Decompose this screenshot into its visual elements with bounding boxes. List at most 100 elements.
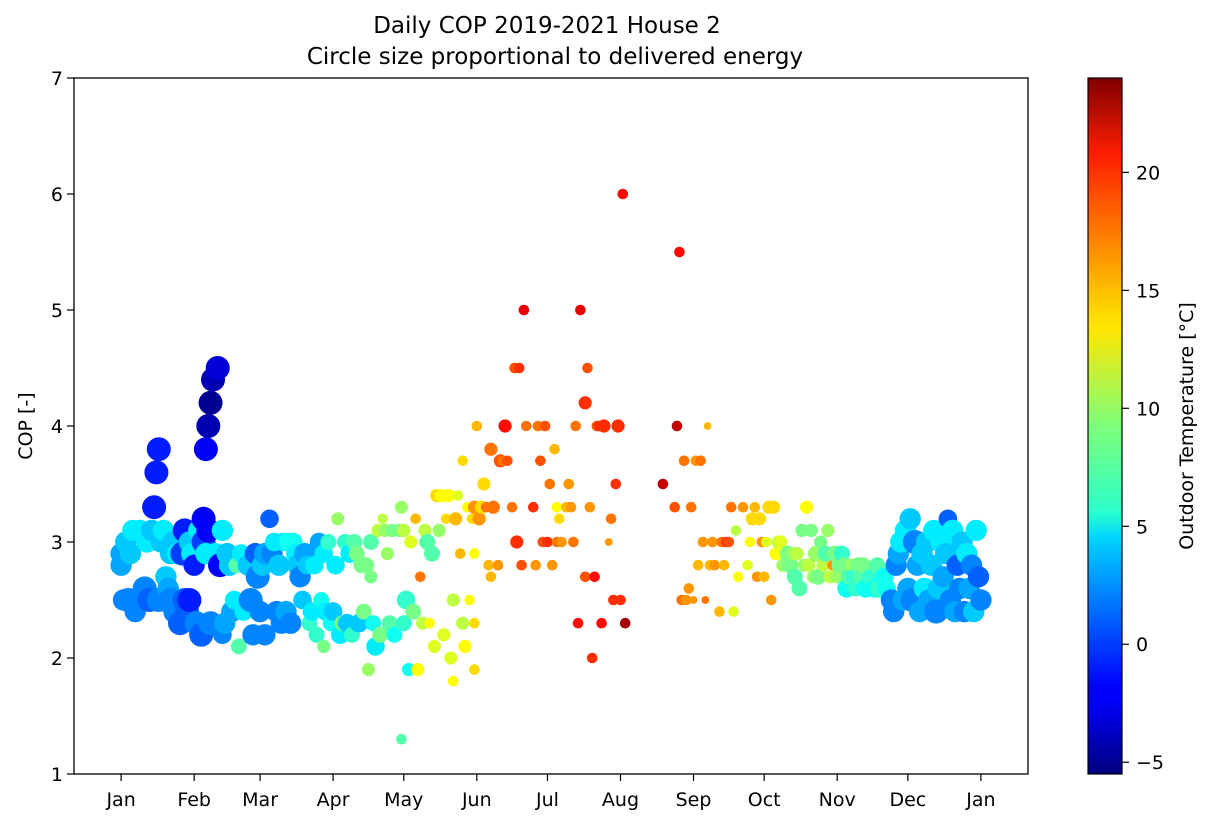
data-point-205 bbox=[568, 536, 579, 548]
data-point-223 bbox=[611, 419, 625, 433]
data-point-208 bbox=[575, 304, 586, 316]
data-point-334 bbox=[932, 566, 954, 588]
data-point-233 bbox=[681, 594, 692, 606]
data-point-138 bbox=[415, 571, 426, 583]
data-point-201 bbox=[556, 536, 567, 548]
data-point-214 bbox=[589, 571, 600, 583]
data-point-268 bbox=[769, 547, 783, 561]
data-point-168 bbox=[472, 512, 486, 526]
data-point-285 bbox=[810, 568, 827, 585]
x-tick-label: Aug bbox=[602, 789, 639, 811]
data-point-250 bbox=[723, 536, 735, 548]
data-point-209 bbox=[579, 571, 591, 583]
data-point-217 bbox=[596, 617, 607, 629]
data-point-15 bbox=[144, 460, 169, 485]
data-point-226 bbox=[619, 617, 631, 629]
data-point-206 bbox=[570, 420, 581, 432]
data-point-137 bbox=[411, 663, 425, 677]
colorbar-label: Outdoor Temperature [°C] bbox=[1176, 302, 1198, 550]
data-point-5 bbox=[119, 542, 142, 565]
data-point-95 bbox=[317, 639, 331, 654]
data-point-255 bbox=[737, 501, 749, 513]
data-point-207 bbox=[572, 617, 584, 629]
y-tick-label: 3 bbox=[51, 532, 63, 554]
data-point-187 bbox=[521, 420, 532, 432]
data-point-166 bbox=[469, 617, 480, 629]
data-point-267 bbox=[767, 500, 781, 514]
data-point-289 bbox=[821, 523, 835, 538]
data-point-278 bbox=[795, 523, 809, 538]
data-point-152 bbox=[446, 593, 460, 607]
data-point-75 bbox=[268, 554, 290, 576]
data-point-140 bbox=[418, 523, 432, 538]
data-point-100 bbox=[326, 555, 345, 575]
y-tick-label: 4 bbox=[51, 416, 63, 438]
x-tick-label: Feb bbox=[177, 789, 211, 811]
data-point-156 bbox=[455, 548, 466, 559]
data-point-153 bbox=[447, 675, 459, 687]
data-point-181 bbox=[506, 501, 518, 513]
y-tick-label: 1 bbox=[51, 764, 63, 786]
data-point-227 bbox=[657, 478, 669, 490]
data-point-157 bbox=[457, 455, 469, 467]
data-point-172 bbox=[483, 559, 494, 571]
data-point-198 bbox=[551, 501, 563, 513]
data-point-70 bbox=[254, 624, 276, 646]
data-point-91 bbox=[308, 626, 325, 643]
data-point-49 bbox=[205, 356, 230, 380]
y-tick-label: 6 bbox=[51, 184, 63, 206]
data-point-33 bbox=[177, 588, 202, 612]
colorbar-tick-label: 10 bbox=[1136, 398, 1160, 420]
data-point-191 bbox=[535, 455, 546, 467]
data-point-155 bbox=[452, 490, 464, 501]
data-point-251 bbox=[725, 501, 737, 513]
data-point-16 bbox=[146, 437, 171, 462]
data-point-228 bbox=[669, 501, 680, 513]
data-point-80 bbox=[280, 612, 302, 634]
colorbar-tick-label: −5 bbox=[1136, 752, 1164, 774]
data-point-246 bbox=[714, 606, 725, 617]
data-point-113 bbox=[358, 557, 375, 574]
data-point-304 bbox=[855, 557, 872, 574]
data-point-43 bbox=[196, 414, 221, 438]
colorbar-ticks: −5 0 5 10 15 20 bbox=[1122, 162, 1164, 774]
data-point-348 bbox=[965, 519, 987, 542]
y-axis-label: COP [-] bbox=[15, 392, 37, 459]
data-point-200 bbox=[553, 513, 565, 525]
data-point-71 bbox=[260, 509, 279, 529]
y-tick-label: 7 bbox=[51, 68, 63, 90]
data-point-219 bbox=[604, 538, 613, 546]
data-point-183 bbox=[510, 535, 524, 549]
data-point-189 bbox=[530, 559, 541, 571]
data-point-263 bbox=[758, 571, 770, 583]
data-point-229 bbox=[671, 420, 683, 432]
data-point-117 bbox=[365, 615, 382, 632]
data-point-253 bbox=[730, 525, 742, 536]
data-point-52 bbox=[211, 519, 234, 542]
data-point-158 bbox=[456, 616, 470, 630]
chart-title: Daily COP 2019-2021 House 2 bbox=[373, 13, 721, 39]
data-point-236 bbox=[689, 596, 698, 604]
data-point-204 bbox=[565, 501, 577, 513]
data-point-67 bbox=[249, 600, 271, 623]
data-point-99 bbox=[323, 602, 343, 621]
data-point-114 bbox=[361, 663, 375, 677]
data-point-101 bbox=[331, 512, 345, 526]
data-point-225 bbox=[617, 188, 629, 200]
data-point-115 bbox=[364, 570, 378, 584]
y-tick-label: 5 bbox=[51, 300, 63, 322]
data-point-197 bbox=[549, 443, 560, 455]
data-point-252 bbox=[728, 606, 739, 617]
data-point-239 bbox=[695, 455, 706, 467]
data-point-173 bbox=[485, 571, 497, 583]
data-point-42 bbox=[193, 437, 218, 462]
data-point-128 bbox=[396, 733, 407, 745]
data-point-210 bbox=[578, 396, 592, 410]
data-point-195 bbox=[544, 478, 556, 490]
x-tick-label: May bbox=[384, 789, 423, 811]
x-tick-label: Jan bbox=[105, 789, 135, 811]
x-tick-label: Oct bbox=[748, 789, 781, 811]
chart-subtitle: Circle size proportional to delivered en… bbox=[307, 44, 803, 70]
data-point-211 bbox=[582, 362, 593, 374]
